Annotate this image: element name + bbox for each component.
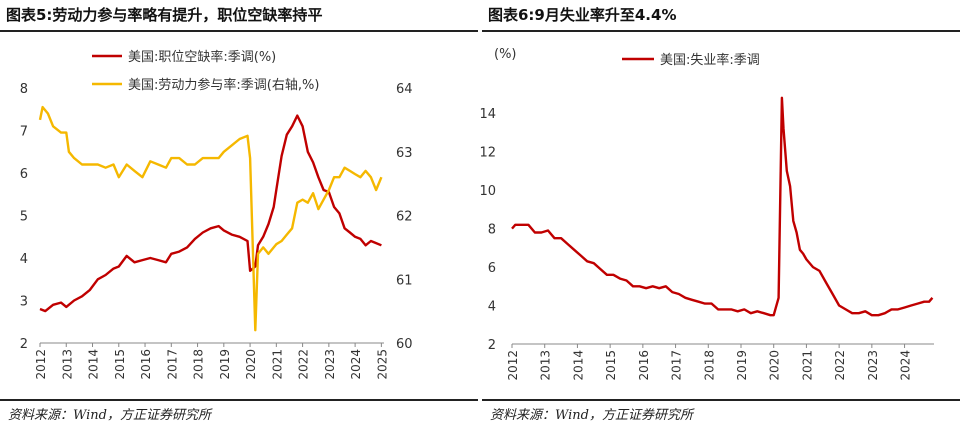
x-tick-label: 2014 <box>87 349 101 380</box>
x-tick-label: 2013 <box>60 349 74 380</box>
x-tick-label: 2017 <box>165 349 179 380</box>
source-divider <box>482 399 960 401</box>
y-tick-label: 3 <box>20 295 28 310</box>
source-note: 资料来源：Wind，方正证券研究所 <box>8 408 211 423</box>
chart-panel-left: 图表5:劳动力参与率略有提升，职位空缺率持平 2 3 4 5 6 7 8 60 61 62 63 64… <box>0 0 478 431</box>
y2-tick-label: 61 <box>396 273 413 288</box>
legend-label: 美国:职位空缺率:季调(%) <box>128 49 276 65</box>
x-tick-label: 2024 <box>899 350 913 381</box>
x-tick-label: 2023 <box>323 349 337 380</box>
chart-title: 图表5:劳动力参与率略有提升，职位空缺率持平 <box>6 6 323 24</box>
x-tick-label: 2020 <box>768 350 782 381</box>
y-tick-label: 6 <box>488 261 496 276</box>
x-tick-label: 2021 <box>270 349 284 380</box>
x-tick-label: 2022 <box>833 350 847 381</box>
x-tick-label: 2020 <box>244 349 258 380</box>
y-tick-label: 7 <box>20 125 28 140</box>
x-tick-label: 2019 <box>218 349 232 380</box>
unit-label: (%) <box>494 47 517 62</box>
chart-title: 图表6:9月失业率升至4.4% <box>488 6 677 24</box>
y-tick-label: 2 <box>20 337 28 352</box>
x-tick-label: 2018 <box>192 349 206 380</box>
y-tick-label: 14 <box>479 107 496 122</box>
y-tick-label: 10 <box>479 184 496 199</box>
x-tick-label: 2021 <box>800 350 814 381</box>
y2-tick-label: 63 <box>396 146 413 161</box>
x-tick-label: 2024 <box>349 349 363 380</box>
series-line <box>511 96 934 317</box>
x-tick-label: 2023 <box>866 350 880 381</box>
y-tick-label: 6 <box>20 167 28 182</box>
legend-label: 美国:失业率:季调 <box>660 52 760 68</box>
x-tick-label: 2018 <box>702 350 716 381</box>
source-note: 资料来源：Wind，方正证券研究所 <box>490 408 693 423</box>
y-tick-label: 2 <box>488 338 496 353</box>
y-tick-label: 8 <box>20 82 28 97</box>
y2-tick-label: 62 <box>396 210 413 225</box>
x-tick-label: 2012 <box>34 349 48 380</box>
x-tick-label: 2014 <box>571 350 585 381</box>
unemployment-rate-chart: (%) 2 4 6 8 10 12 14 2012 2013 2014 2015 2016 2017 201… <box>479 47 934 381</box>
x-tick-label: 2019 <box>735 350 749 381</box>
y-tick-label: 4 <box>488 300 496 315</box>
x-tick-label: 2017 <box>670 350 684 381</box>
source-divider <box>0 399 478 401</box>
x-tick-label: 2012 <box>506 350 520 381</box>
x-tick-label: 2016 <box>637 350 651 381</box>
y2-tick-label: 60 <box>396 337 413 352</box>
y-tick-label: 8 <box>488 223 496 238</box>
series-line <box>38 105 383 332</box>
y-tick-label: 12 <box>479 146 496 161</box>
chart-panel-right: 图表6:9月失业率升至4.4% (%) 2 4 6 8 10 12 14 2012 2013 201… <box>479 0 960 431</box>
x-tick-label: 2022 <box>297 349 311 380</box>
y-tick-label: 5 <box>20 210 28 225</box>
title-divider <box>482 30 960 32</box>
y-tick-label: 4 <box>20 252 28 267</box>
x-tick-label: 2016 <box>139 349 153 380</box>
x-tick-label: 2025 <box>375 349 389 380</box>
labor-market-chart: 2 3 4 5 6 7 8 60 61 62 63 64 2012 2013 2014 2015 2016 201… <box>20 49 413 380</box>
series-line <box>39 114 382 313</box>
title-divider <box>0 30 478 32</box>
x-tick-label: 2015 <box>113 349 127 380</box>
legend-label: 美国:劳动力参与率:季调(右轴,%) <box>128 77 319 93</box>
x-tick-label: 2013 <box>539 350 553 381</box>
y2-tick-label: 64 <box>396 82 413 97</box>
x-tick-label: 2015 <box>604 350 618 381</box>
